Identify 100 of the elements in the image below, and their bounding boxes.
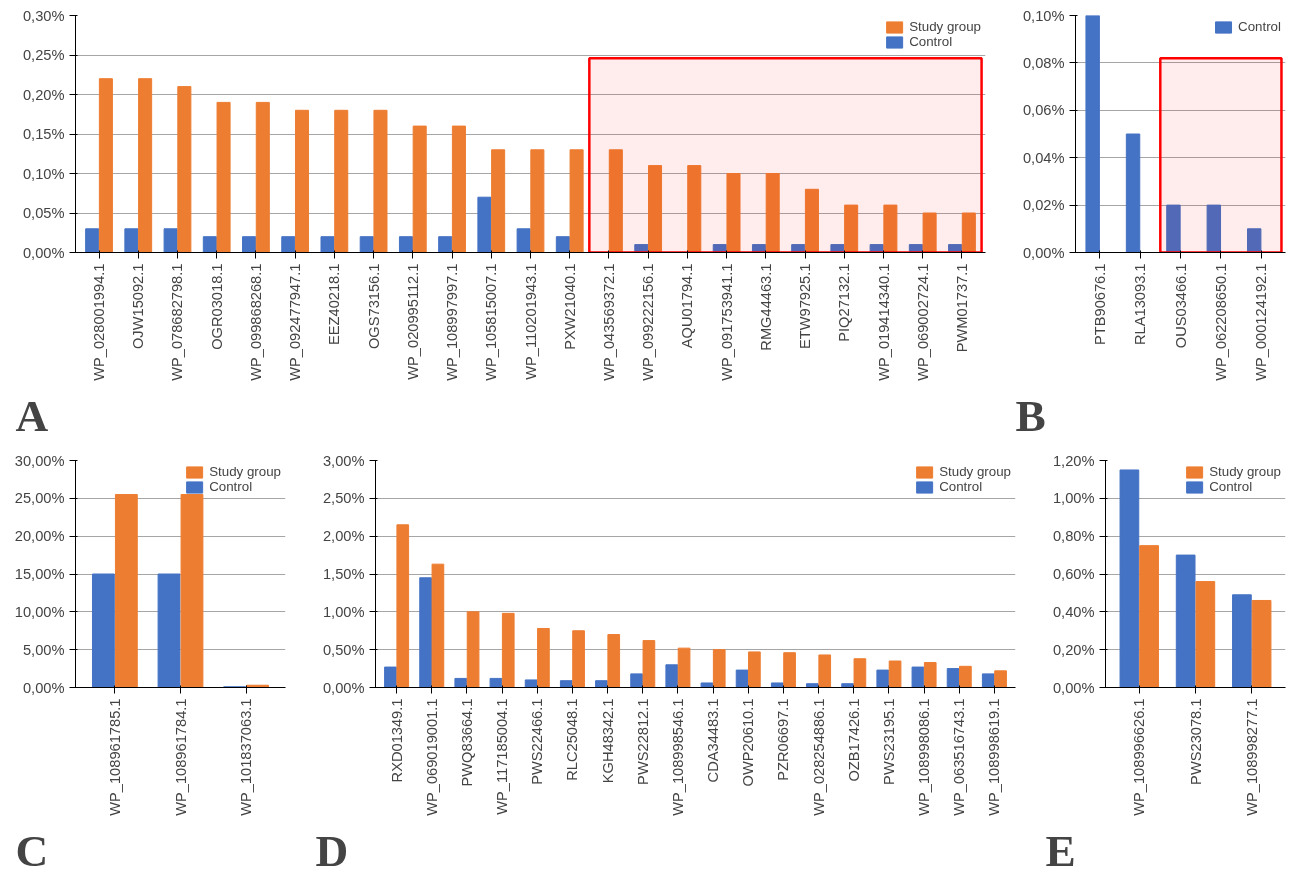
y-tick-label: 10,00% [14, 603, 65, 620]
y-tick-label: 0,04% [1022, 149, 1065, 166]
x-tick-label: PXW21040.1 [561, 263, 578, 350]
legend-label: Study group [939, 464, 1011, 479]
y-tick-label: 2,50% [322, 490, 365, 507]
x-tick-label: WP_091753941.1 [718, 263, 735, 381]
y-tick-label: 3,00% [322, 452, 365, 469]
text: A [15, 390, 49, 441]
x-tick-label: PWM01737.1 [953, 263, 970, 353]
x-tick-label: OUS03466.1 [1172, 263, 1189, 349]
y-tick-label: 1,50% [322, 566, 365, 582]
x-tick-label: WP_063516743.1 [951, 698, 968, 816]
x-tick-label: AQU01794.1 [679, 263, 696, 349]
x-tick-label: OGR03018.1 [208, 263, 225, 350]
y-tick-label: 0,00% [1022, 244, 1065, 261]
legend-label: Study group [1209, 464, 1281, 479]
x-tick-label: WP_108996626.1 [1131, 698, 1148, 816]
x-tick-label: WP_078682798.1 [169, 263, 186, 381]
y-tick-label: 0,80% [1052, 528, 1095, 545]
x-tick-label: WP_028001994.1 [91, 263, 108, 381]
text: B [1015, 390, 1046, 441]
x-tick-label: WP_108998277.1 [1243, 698, 1260, 816]
y-tick-label: 0,10% [1022, 7, 1065, 24]
x-tick-label: PWS23078.1 [1187, 698, 1204, 785]
y-tick-label: 0,06% [1022, 102, 1065, 119]
x-tick-label: WP_099868268.1 [247, 263, 264, 381]
y-tick-label: 0,10% [22, 165, 65, 182]
x-tick-label: WP_108998619.1 [986, 698, 1003, 816]
x-tick-label: CDA34483.1 [705, 698, 722, 783]
y-tick-label: 0,50% [322, 641, 365, 658]
x-tick-label: RLC25048.1 [564, 698, 581, 781]
x-tick-label: OJW15092.1 [130, 263, 147, 350]
x-tick-label: PTB90676.1 [1091, 263, 1108, 345]
x-tick-label: PWS22812.1 [634, 698, 651, 785]
y-tick-label: 0,30% [22, 7, 65, 24]
x-tick-label: KGH48342.1 [599, 698, 616, 784]
x-tick-label: ETW97925.1 [797, 263, 814, 350]
x-tick-label: WP_108998086.1 [916, 698, 933, 816]
x-tick-label: PWS23195.1 [880, 698, 897, 785]
legend-label: Control [1238, 19, 1281, 34]
y-tick-label: 0,40% [1052, 603, 1095, 620]
y-tick-label: 0,00% [322, 679, 365, 696]
x-tick-label: WP_108961785.1 [106, 698, 123, 816]
y-tick-label: 1,20% [1052, 452, 1095, 469]
legend-label: Control [1209, 479, 1253, 494]
y-tick-label: 0,20% [1052, 641, 1095, 658]
x-tick-label: PZR06697.1 [775, 698, 792, 781]
y-tick-label: 0,60% [1052, 566, 1095, 582]
x-tick-label: WP_020995112.1 [404, 263, 421, 380]
y-tick-label: 20,00% [14, 528, 65, 545]
x-tick-label: OWP20610.1 [740, 698, 757, 787]
x-tick-label: WP_019414340.1 [875, 263, 892, 381]
y-tick-label: 0,00% [1052, 679, 1095, 696]
y-tick-label: 25,00% [14, 490, 65, 507]
x-tick-label: WP_043569372.1 [600, 263, 617, 381]
y-tick-label: 0,00% [22, 244, 65, 261]
y-tick-label: 5,00% [22, 641, 65, 658]
x-tick-label: PWS22466.1 [529, 698, 546, 785]
y-tick-label: 0,25% [22, 47, 65, 63]
x-tick-label: WP_108998546.1 [669, 698, 686, 816]
y-tick-label: 15,00% [14, 566, 65, 582]
y-tick-label: 0,15% [22, 126, 65, 142]
y-tick-label: 30,00% [14, 452, 65, 469]
x-tick-label: OZB17426.1 [845, 698, 862, 782]
x-tick-label: PIQ27132.1 [836, 263, 853, 342]
x-tick-label: WP_062208650.1 [1212, 263, 1229, 381]
x-tick-label: WP_110201943.1 [522, 263, 539, 380]
y-tick-label: 0,00% [22, 679, 65, 696]
legend-label: Control [939, 479, 983, 494]
x-tick-label: WP_069002724.1 [914, 263, 931, 381]
x-tick-label: RXD01349.1 [388, 698, 405, 783]
x-tick-label: WP_069019001.1 [423, 698, 440, 816]
legend-label: Control [909, 34, 953, 49]
x-tick-label: RMG44463.1 [757, 263, 774, 351]
legend-label: Control [209, 479, 253, 494]
x-tick-label: RLA13093.1 [1132, 263, 1149, 345]
legend-label: Study group [909, 19, 981, 34]
y-tick-label: 0,05% [22, 205, 65, 221]
x-tick-label: WP_092477947.1 [287, 263, 304, 381]
x-tick-label: PWQ83664.1 [458, 698, 475, 787]
x-tick-label: WP_108997997.1 [444, 263, 461, 381]
text: D [315, 825, 349, 876]
legend-label: Study group [209, 464, 281, 479]
x-tick-label: WP_108961784.1 [172, 698, 189, 816]
x-tick-label: EEZ40218.1 [326, 263, 343, 345]
x-tick-label: WP_000124192.1 [1253, 263, 1270, 381]
x-tick-label: WP_101837063.1 [238, 698, 255, 816]
y-tick-label: 0,20% [22, 86, 65, 103]
x-tick-label: WP_117185004.1 [494, 698, 511, 815]
x-tick-label: WP_099222156.1 [640, 263, 657, 381]
text: E [1045, 825, 1076, 876]
x-tick-label: WP_028254886.1 [810, 698, 827, 816]
x-tick-label: OGS73156.1 [365, 263, 382, 350]
y-tick-label: 0,02% [1022, 197, 1065, 214]
y-tick-label: 0,08% [1022, 54, 1065, 71]
text: C [15, 825, 49, 876]
y-tick-label: 1,00% [322, 603, 365, 620]
y-tick-label: 1,00% [1052, 490, 1095, 507]
y-tick-label: 2,00% [322, 528, 365, 545]
x-tick-label: WP_105815007.1 [483, 263, 500, 381]
